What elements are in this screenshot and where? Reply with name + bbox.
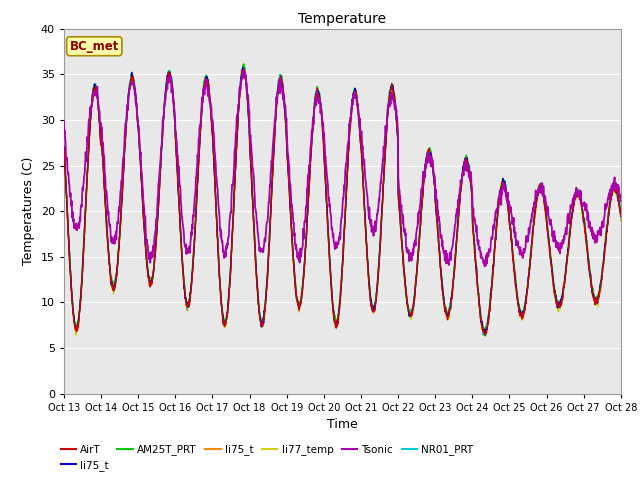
- Title: Temperature: Temperature: [298, 12, 387, 26]
- Text: BC_met: BC_met: [70, 40, 119, 53]
- Y-axis label: Temperatures (C): Temperatures (C): [22, 157, 35, 265]
- X-axis label: Time: Time: [327, 418, 358, 431]
- Legend: AirT, li75_t, AM25T_PRT, li75_t, li77_temp, Tsonic, NR01_PRT: AirT, li75_t, AM25T_PRT, li75_t, li77_te…: [56, 440, 477, 475]
